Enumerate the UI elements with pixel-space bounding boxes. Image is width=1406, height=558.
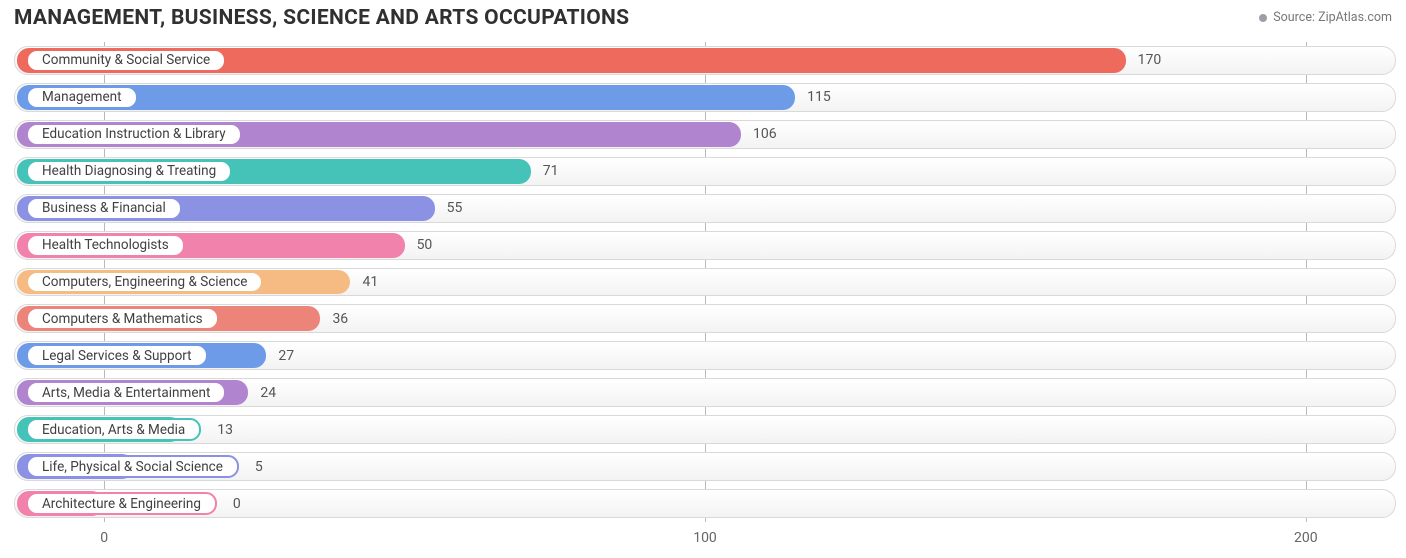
bar-value: 24 (250, 376, 276, 409)
bar-label-pill: Management (26, 86, 138, 109)
bar-row: Management 115 (14, 81, 1396, 114)
bar-row: Health Diagnosing & Treating 71 (14, 155, 1396, 188)
bar-label-pill: Architecture & Engineering (26, 492, 217, 515)
bar-value: 0 (223, 487, 241, 520)
bar-row: Legal Services & Support 27 (14, 339, 1396, 372)
bar-value: 5 (245, 450, 263, 483)
bar-value: 13 (207, 413, 233, 446)
bar-label-pill: Health Technologists (26, 234, 185, 257)
bar-row: Education Instruction & Library 106 (14, 118, 1396, 151)
bar-value: 55 (437, 192, 463, 225)
bar-value: 27 (268, 339, 294, 372)
x-axis-tick-label: 100 (693, 530, 717, 546)
chart-source: Source: ZipAtlas.com (1259, 6, 1392, 25)
bar-label-pill: Education Instruction & Library (26, 123, 242, 146)
bar-row: Arts, Media & Entertainment 24 (14, 376, 1396, 409)
chart-area: Community & Social Service 170 Management 1… (14, 42, 1396, 548)
source-text: Source: ZipAtlas.com (1273, 10, 1392, 25)
bar-value: 170 (1128, 44, 1162, 77)
bar-track (14, 489, 1396, 518)
bar-value: 50 (407, 229, 433, 262)
bar-row: Community & Social Service 170 (14, 44, 1396, 77)
bar-value: 71 (533, 155, 559, 188)
bar-label-pill: Computers, Engineering & Science (26, 271, 263, 294)
chart-title: MANAGEMENT, BUSINESS, SCIENCE AND ARTS O… (14, 6, 629, 30)
plot-area: Community & Social Service 170 Management 1… (14, 42, 1396, 522)
bar-label-pill: Arts, Media & Entertainment (26, 381, 226, 404)
bar-value: 106 (743, 118, 777, 151)
source-dot-icon (1259, 14, 1267, 22)
x-axis-tick-label: 200 (1294, 530, 1318, 546)
bar-row: Education, Arts & Media 13 (14, 413, 1396, 446)
x-axis-tick-label: 0 (100, 530, 108, 546)
bar-label-pill: Community & Social Service (26, 49, 226, 72)
bar-value: 36 (322, 302, 348, 335)
bar-row: Architecture & Engineering 0 (14, 487, 1396, 520)
bar-label-pill: Life, Physical & Social Science (26, 455, 239, 478)
bar-row: Health Technologists 50 (14, 229, 1396, 262)
bar-row: Computers & Mathematics 36 (14, 302, 1396, 335)
bar-label-pill: Education, Arts & Media (26, 418, 201, 441)
chart-header: MANAGEMENT, BUSINESS, SCIENCE AND ARTS O… (0, 0, 1406, 30)
bar-row: Computers, Engineering & Science 41 (14, 266, 1396, 299)
bar-label-pill: Computers & Mathematics (26, 307, 219, 330)
bar-value: 115 (797, 81, 831, 114)
bar-row: Life, Physical & Social Science 5 (14, 450, 1396, 483)
bar-value: 41 (352, 266, 378, 299)
bar-label-pill: Business & Financial (26, 197, 182, 220)
bar-label-pill: Health Diagnosing & Treating (26, 160, 232, 183)
bar-label-pill: Legal Services & Support (26, 344, 208, 367)
bar-row: Business & Financial 55 (14, 192, 1396, 225)
